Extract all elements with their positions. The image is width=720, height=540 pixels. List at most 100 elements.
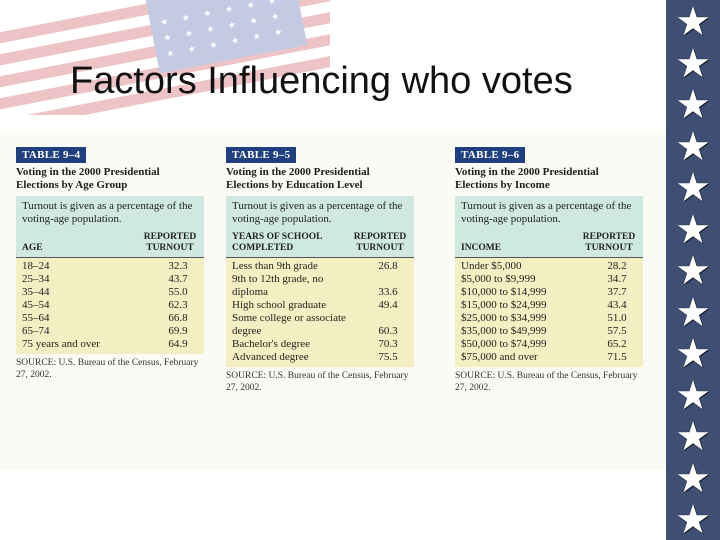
row-label: Bachelor's degree (232, 338, 311, 350)
row-label: Under $5,000 (461, 260, 522, 272)
row-label: Less than 9th grade (232, 260, 318, 272)
table-row: Some college or associate degree 60.3 (232, 312, 408, 338)
flag-star-icon: ★ (162, 31, 173, 44)
table-rows: 18–24 32.3 25–34 43.7 35–44 55.0 45–54 62.3 55–6… (16, 258, 204, 354)
table-rows: Less than 9th grade 26.8 9th to 12th grade… (226, 258, 414, 367)
row-value: 28.2 (607, 260, 627, 272)
table-row: 55–64 66.8 (22, 312, 198, 325)
column-header-right: REPORTED TURNOUT (582, 232, 636, 253)
star-icon: ★ (675, 289, 711, 336)
row-value: 64.9 (168, 338, 188, 350)
table-row: 35–44 55.0 (22, 286, 198, 299)
flag-star-icon: ★ (245, 0, 256, 11)
column-header-left: YEARS OF SCHOOL COMPLETED (232, 232, 322, 253)
row-label: 55–64 (22, 312, 50, 324)
row-value: 32.3 (168, 260, 188, 272)
row-label: 18–24 (22, 260, 50, 272)
row-label: $25,000 to $34,999 (461, 312, 547, 324)
row-label: 75 years and over (22, 338, 100, 350)
flag-star-icon: ★ (267, 0, 278, 7)
flag-star-icon: ★ (159, 16, 170, 28)
column-header-right: REPORTED TURNOUT (353, 232, 407, 253)
table-panel: Turnout is given as a percentage of the … (226, 196, 414, 367)
star-icon: ★ (675, 414, 711, 460)
table-row: Advanced degree 75.5 (232, 351, 408, 364)
flag-star-icon: ★ (224, 3, 234, 15)
star-icon: ★ (675, 0, 711, 45)
row-label: 35–44 (22, 286, 50, 298)
row-label: 9th to 12th grade, no diploma (232, 273, 324, 298)
flag-star-icon: ★ (183, 27, 194, 39)
row-label: $5,000 to $9,999 (461, 273, 536, 285)
row-value: 71.5 (607, 351, 627, 363)
row-value: 65.2 (607, 338, 627, 350)
table-source: SOURCE: U.S. Bureau of the Census, Febru… (16, 358, 199, 380)
column-header: YEARS OF SCHOOL COMPLETED REPORTED TURNO… (226, 230, 414, 258)
row-label: 25–34 (22, 273, 50, 285)
row-value: 55.0 (168, 286, 188, 298)
row-value: 49.4 (378, 299, 398, 311)
table-caption: Voting in the 2000 Presidential Election… (226, 166, 370, 191)
star-icon: ★ (675, 372, 711, 419)
table-note: Turnout is given as a percentage of the … (455, 196, 643, 230)
flag-star-icon: ★ (230, 34, 241, 47)
table-note: Turnout is given as a percentage of the … (226, 196, 414, 230)
table-row: Bachelor's degree 70.3 (232, 338, 408, 351)
row-value: 57.5 (607, 325, 627, 337)
table-row: 65–74 69.9 (22, 325, 198, 338)
table-row: $75,000 and over 71.5 (461, 351, 637, 364)
flag-star-icon: ★ (165, 47, 176, 59)
flag-star-icon: ★ (180, 11, 191, 24)
row-value: 69.9 (168, 325, 188, 337)
table-row: High school graduate 49.4 (232, 299, 408, 312)
row-value: 70.3 (378, 338, 398, 350)
table-row: $15,000 to $24,999 43.4 (461, 299, 637, 312)
table-row: 18–24 32.3 (22, 260, 198, 273)
row-label: Advanced degree (232, 351, 309, 363)
table-note: Turnout is given as a percentage of the … (16, 196, 204, 230)
star-icon: ★ (675, 40, 711, 87)
table-tag: TABLE 9–4 (16, 147, 87, 163)
table-caption: Voting in the 2000 Presidential Election… (16, 166, 160, 191)
table-row: $35,000 to $49,999 57.5 (461, 325, 637, 338)
table-source: SOURCE: U.S. Bureau of the Census, Febru… (455, 371, 638, 393)
table-caption: Voting in the 2000 Presidential Election… (455, 166, 599, 191)
flag-star-icon: ★ (270, 10, 281, 23)
column-header: AGE REPORTED TURNOUT (16, 230, 204, 258)
row-value: 66.8 (168, 312, 188, 324)
table-rows: Under $5,000 28.2 $5,000 to $9,999 34.7 $10,… (455, 258, 643, 367)
table-row: Under $5,000 28.2 (461, 260, 637, 273)
flag-star-icon: ★ (205, 23, 216, 35)
table-panel: Turnout is given as a percentage of the … (455, 196, 643, 367)
star-icon: ★ (675, 497, 711, 540)
column-header-left: INCOME (461, 243, 502, 253)
flag-star-icon: ★ (273, 26, 284, 38)
table-source: SOURCE: U.S. Bureau of the Census, Febru… (226, 371, 409, 393)
star-icon: ★ (675, 206, 711, 253)
row-value: 34.7 (607, 273, 627, 285)
table-tag: TABLE 9–6 (455, 147, 526, 163)
table-row: $50,000 to $74,999 65.2 (461, 338, 637, 351)
star-icon: ★ (675, 165, 711, 211)
star-icon: ★ (675, 331, 711, 377)
star-icon: ★ (675, 455, 711, 502)
table-education: TABLE 9–5 Voting in the 2000 Presidentia… (226, 145, 414, 394)
row-label: $35,000 to $49,999 (461, 325, 547, 337)
row-value: 60.3 (378, 325, 398, 337)
table-row: $10,000 to $14,999 37.7 (461, 286, 637, 299)
row-value: 43.7 (168, 273, 188, 285)
row-label: $50,000 to $74,999 (461, 338, 547, 350)
table-row: 75 years and over 64.9 (22, 338, 198, 351)
flag-star-icon: ★ (186, 43, 197, 55)
table-panel: Turnout is given as a percentage of the … (16, 196, 204, 354)
star-icon: ★ (675, 82, 711, 128)
row-value: 51.0 (607, 312, 627, 324)
row-value: 37.7 (607, 286, 627, 298)
flag-star-icon: ★ (208, 39, 219, 51)
table-tag: TABLE 9–5 (226, 147, 297, 163)
column-header-left: AGE (22, 243, 43, 253)
flag-star-icon: ★ (248, 14, 259, 27)
flag-star-icon: ★ (251, 30, 262, 43)
table-row: 45–54 62.3 (22, 299, 198, 312)
column-header-right: REPORTED TURNOUT (143, 232, 197, 253)
